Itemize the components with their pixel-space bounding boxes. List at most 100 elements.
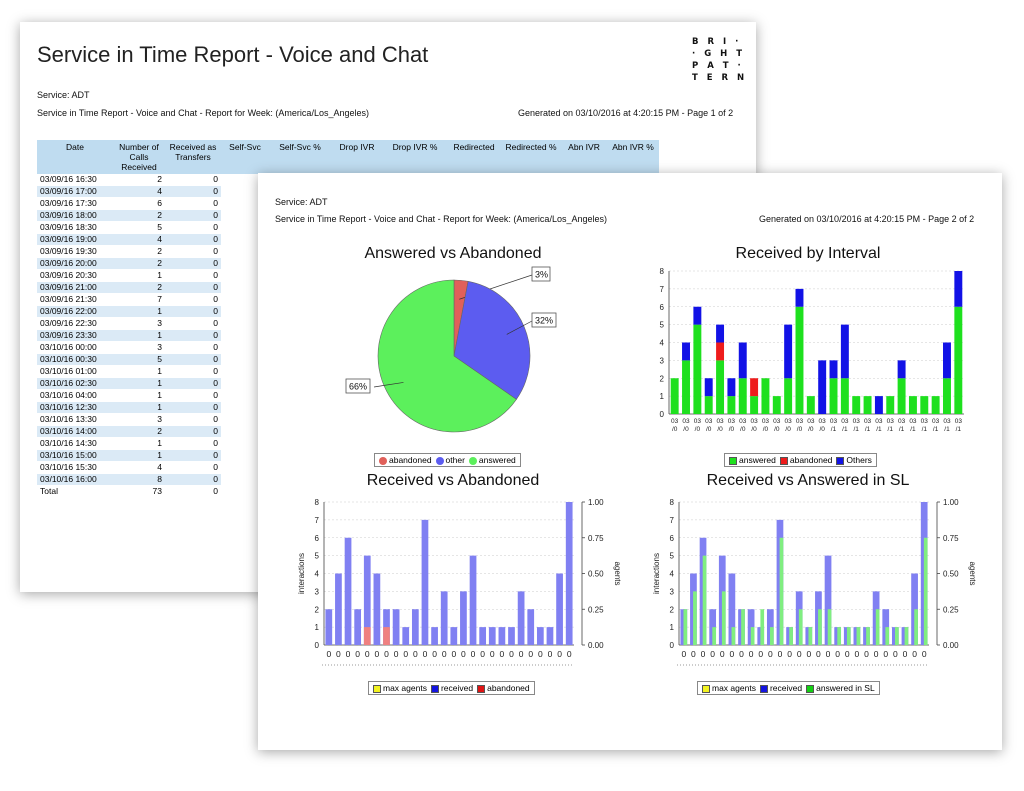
logo-line-3: P A T · bbox=[692, 61, 744, 71]
table-cell: 03/09/16 20:30 bbox=[37, 269, 113, 282]
pie-legend: abandoned other answered bbox=[374, 453, 521, 467]
table-cell: 03/09/16 18:30 bbox=[37, 221, 113, 234]
bar-answered bbox=[693, 324, 702, 414]
col-header: Redirected bbox=[447, 140, 501, 174]
bar-received bbox=[517, 591, 525, 645]
x-tick-label: 0 bbox=[451, 649, 456, 659]
table-cell bbox=[221, 401, 269, 414]
x-tick-label: /0 bbox=[797, 426, 803, 433]
legend-item: answered bbox=[729, 455, 776, 465]
table-cell: 0 bbox=[165, 233, 221, 246]
pie-label-box bbox=[531, 266, 551, 282]
table-cell: 0 bbox=[165, 365, 221, 378]
bar-answered bbox=[716, 360, 725, 414]
x-tick-label: 03 bbox=[785, 418, 793, 425]
bar-others bbox=[784, 324, 793, 379]
table-cell bbox=[221, 245, 269, 258]
y2-axis-title: agents bbox=[613, 561, 622, 585]
x-tick-label: 0 bbox=[509, 649, 514, 659]
x-tick-label: /1 bbox=[944, 426, 950, 433]
table-cell: 0 bbox=[165, 257, 221, 270]
table-cell: 1 bbox=[113, 377, 165, 390]
bar-answered-in-sl bbox=[827, 609, 832, 645]
bar-received bbox=[411, 609, 419, 645]
interval-chart-title: Received by Interval bbox=[735, 245, 881, 262]
x-tick-label: 0 bbox=[528, 649, 533, 659]
x-tick-label: 0 bbox=[922, 649, 927, 659]
bar-others bbox=[693, 306, 702, 325]
x-tick-label: /1 bbox=[922, 426, 928, 433]
y-tick-label: 8 bbox=[670, 498, 675, 507]
bar-answered-in-sl bbox=[760, 609, 765, 645]
bar-answered bbox=[795, 306, 804, 414]
table-cell: 03/09/16 22:30 bbox=[37, 317, 113, 330]
table-cell: 03/09/16 22:00 bbox=[37, 305, 113, 318]
table-cell: 3 bbox=[113, 413, 165, 426]
table-cell: 2 bbox=[113, 281, 165, 294]
bar-others bbox=[840, 324, 849, 379]
y2-tick-label: 0.50 bbox=[943, 570, 959, 579]
bar-answered bbox=[761, 378, 770, 414]
bar-received bbox=[402, 627, 410, 645]
bar-received bbox=[421, 519, 429, 645]
y-axis-title: interactions bbox=[297, 553, 306, 594]
x-tick-label: 03 bbox=[671, 418, 679, 425]
x-tick-label: 03 bbox=[909, 418, 917, 425]
x-tick-label: 03 bbox=[796, 418, 804, 425]
bar-others bbox=[818, 360, 827, 414]
table-cell: Total bbox=[37, 485, 113, 498]
x-tick-label: /1 bbox=[888, 426, 894, 433]
bar-others bbox=[954, 271, 963, 307]
x-tick-label: 0 bbox=[336, 649, 341, 659]
x-tick-label: 0 bbox=[874, 649, 879, 659]
table-cell bbox=[221, 293, 269, 306]
legend-swatch bbox=[702, 684, 710, 693]
table-cell bbox=[221, 473, 269, 486]
y-tick-label: 8 bbox=[315, 498, 320, 507]
table-cell: 03/10/16 13:30 bbox=[37, 413, 113, 426]
bar-others bbox=[738, 342, 747, 379]
x-tick-label: 0 bbox=[375, 649, 380, 659]
table-cell: 0 bbox=[165, 485, 221, 498]
table-cell: 0 bbox=[165, 317, 221, 330]
y-tick-label: 3 bbox=[315, 587, 320, 596]
x-tick-label: /0 bbox=[751, 426, 757, 433]
report-subtitle: Service in Time Report - Voice and Chat … bbox=[37, 108, 369, 118]
bar-answered-in-sl bbox=[702, 555, 707, 645]
rvsl-legend: max agents received answered in SL bbox=[697, 681, 880, 695]
table-cell bbox=[221, 221, 269, 234]
bar-received bbox=[373, 573, 381, 645]
x-tick-label: 0 bbox=[710, 649, 715, 659]
bar-answered bbox=[670, 378, 679, 414]
y2-tick-label: 0.75 bbox=[943, 534, 959, 543]
col-header: Drop IVR % bbox=[383, 140, 447, 174]
y-axis-title: interactions bbox=[652, 553, 661, 594]
legend-swatch bbox=[435, 456, 444, 465]
bar-abandoned bbox=[383, 627, 390, 645]
legend-item: other bbox=[435, 455, 465, 465]
bar-answered-in-sl bbox=[866, 627, 870, 645]
pie-slice bbox=[453, 280, 531, 400]
table-cell: 0 bbox=[165, 174, 221, 186]
rva-legend: max agents received abandoned bbox=[368, 681, 535, 695]
pie-chart: 3%32%66%01234567803/003/003/003/003/003/… bbox=[297, 266, 977, 666]
table-cell: 03/10/16 16:00 bbox=[37, 473, 113, 486]
legend-item: abandoned bbox=[779, 455, 832, 465]
x-tick-label: /1 bbox=[933, 426, 939, 433]
y-tick-label: 6 bbox=[670, 534, 675, 543]
x-tick-label: 0 bbox=[806, 649, 811, 659]
bar-answered-in-sl bbox=[683, 609, 688, 645]
x-tick-label: /1 bbox=[876, 426, 882, 433]
table-cell bbox=[221, 317, 269, 330]
y-tick-label: 5 bbox=[315, 552, 320, 561]
x-tick-label: /0 bbox=[729, 426, 735, 433]
table-cell: 4 bbox=[113, 233, 165, 246]
x-tick-label: 0 bbox=[567, 649, 572, 659]
x-tick-label: 0 bbox=[758, 649, 763, 659]
x-tick-label: 0 bbox=[403, 649, 408, 659]
x-tick-label: 0 bbox=[883, 649, 888, 659]
y-tick-label: 7 bbox=[315, 516, 320, 525]
x-tick-label: 03 bbox=[830, 418, 838, 425]
bar-abandoned bbox=[363, 627, 371, 645]
x-tick-label: 0 bbox=[326, 649, 331, 659]
